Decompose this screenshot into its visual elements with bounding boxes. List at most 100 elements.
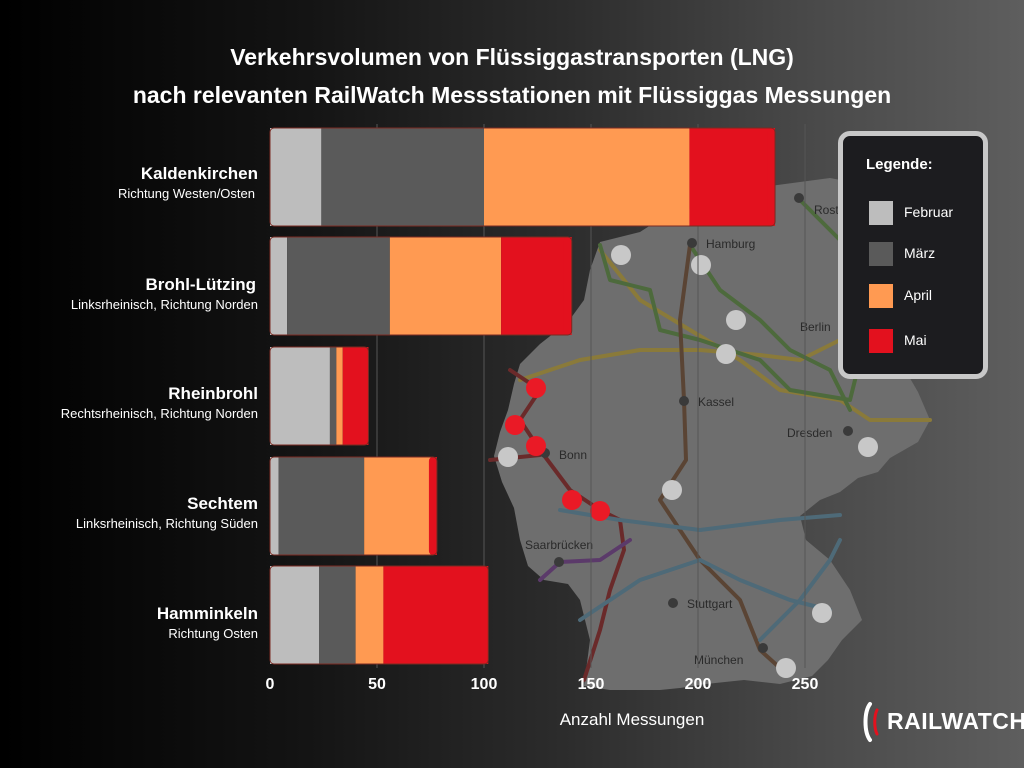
station-marker-gray xyxy=(776,658,796,678)
station-marker-gray xyxy=(812,603,832,623)
bar-segment-maerz xyxy=(319,566,356,664)
station-marker-red xyxy=(526,378,546,398)
city-dot xyxy=(679,396,689,406)
station-marker-gray xyxy=(498,447,518,467)
x-tick-label: 50 xyxy=(368,676,386,693)
station-marker-gray xyxy=(716,344,736,364)
city-dot xyxy=(554,557,564,567)
station-marker-gray xyxy=(611,245,631,265)
city-dot xyxy=(794,193,804,203)
bar-outline xyxy=(269,127,776,227)
city-dot xyxy=(687,238,697,248)
x-tick-label: 200 xyxy=(684,676,712,693)
legend-swatch xyxy=(869,284,893,308)
bar-layer xyxy=(269,127,776,665)
logo-wordmark: RAILWATCH xyxy=(887,708,1024,734)
bar-segment-mai xyxy=(689,128,776,226)
station-marker-red xyxy=(526,436,546,456)
bar-segment-april xyxy=(364,457,431,555)
city-dot xyxy=(843,426,853,436)
chart-title: Verkehrsvolumen von Flüssiggastransporte… xyxy=(0,38,1024,114)
rail-line-brown xyxy=(658,243,782,670)
bar-segment-maerz xyxy=(321,128,484,226)
bar-segment-april xyxy=(389,237,502,335)
city-label-stuttgart: Stuttgart xyxy=(687,597,733,611)
rail-line-gold xyxy=(598,248,932,422)
station-marker-red xyxy=(505,415,525,435)
legend-label: März xyxy=(904,245,936,261)
station-marker-gray xyxy=(662,480,682,500)
legend-label: April xyxy=(904,287,933,303)
bar-segment-maerz xyxy=(329,347,337,445)
bar-outline xyxy=(269,565,489,665)
city-label-berlin: Berlin xyxy=(800,320,831,334)
bar-end-cap xyxy=(480,566,489,664)
category-name: Brohl-Lützing xyxy=(145,275,256,294)
category-name: Rheinbrohl xyxy=(168,384,258,403)
category-label-rheinbrohl: Rheinbrohl Rechtsrheinisch, Richtung Nor… xyxy=(61,383,258,423)
measurement-stations xyxy=(498,245,878,678)
bar-segment-februar xyxy=(270,128,322,226)
bar-segment-februar xyxy=(270,237,288,335)
bar-end-cap xyxy=(767,128,776,226)
x-axis-label: Anzahl Messungen xyxy=(559,710,705,729)
legend-label: Februar xyxy=(904,204,954,220)
rail-line-purple xyxy=(538,538,632,582)
bar-outline xyxy=(269,456,438,556)
legend-swatch xyxy=(869,201,893,225)
category-subtitle: Linksrheinisch, Richtung Süden xyxy=(75,516,258,531)
bar-segment-februar xyxy=(270,566,320,664)
station-marker-gray xyxy=(726,310,746,330)
city-label-kassel: Kassel xyxy=(698,395,734,409)
bar-segment-februar xyxy=(270,457,279,555)
station-marker-gray xyxy=(858,437,878,457)
bar-end-cap xyxy=(360,347,369,445)
category-subtitle: Richtung Osten xyxy=(168,626,258,641)
legend-swatch xyxy=(869,242,893,266)
bar-segment-april xyxy=(355,566,384,664)
city-label-muenchen: München xyxy=(694,653,743,667)
category-label-hamminkeln: Hamminkeln Richtung Osten xyxy=(157,603,258,643)
bar-outline xyxy=(269,346,369,446)
city-dot xyxy=(758,643,768,653)
bar-segment-februar xyxy=(270,347,330,445)
category-name: Sechtem xyxy=(187,494,258,513)
bar-segment-mai xyxy=(501,237,572,335)
legend-title: Legende: xyxy=(866,156,933,173)
x-tick-label: 250 xyxy=(791,676,819,693)
legend: Legende: Februar März April Mai xyxy=(838,131,988,379)
bar-segment-maerz xyxy=(287,237,390,335)
station-marker-red xyxy=(590,501,610,521)
chart-title-line-2: nach relevanten RailWatch Messstationen … xyxy=(132,82,892,108)
category-name: Kaldenkirchen xyxy=(140,164,258,183)
station-marker-gray xyxy=(691,255,711,275)
legend-swatch xyxy=(869,329,893,353)
legend-label: Mai xyxy=(904,332,927,348)
rail-line-green-2 xyxy=(688,243,852,412)
bar-end-cap xyxy=(563,237,572,335)
station-marker-red xyxy=(562,490,582,510)
city-label-dresden: Dresden xyxy=(787,426,832,440)
x-tick-label: 0 xyxy=(265,676,275,693)
city-label-bonn: Bonn xyxy=(559,448,587,462)
x-tick-label: 150 xyxy=(577,676,605,693)
city-dot xyxy=(668,598,678,608)
city-label-saarbruecken: Saarbrücken xyxy=(525,538,593,552)
germany-silhouette xyxy=(494,178,930,690)
rail-line-blue-3 xyxy=(758,538,842,642)
rail-line-gold-2 xyxy=(518,338,842,382)
bar-segment-april xyxy=(336,347,343,445)
railwatch-logo-mark xyxy=(863,702,879,742)
category-subtitle: Rechtsrheinisch, Richtung Norden xyxy=(60,406,258,421)
category-label-sechtem: Sechtem Linksrheinisch, Richtung Süden xyxy=(76,493,258,533)
category-name: Hamminkeln xyxy=(156,604,258,623)
x-tick-label: 100 xyxy=(470,676,498,693)
city-label-hamburg: Hamburg xyxy=(706,237,755,251)
bar-segment-mai xyxy=(383,566,489,664)
bar-end-cap xyxy=(428,457,437,555)
chart-title-line-1: Verkehrsvolumen von Flüssiggastransporte… xyxy=(230,44,794,70)
bar-segment-april xyxy=(484,128,690,226)
bar-segment-maerz xyxy=(278,457,365,555)
